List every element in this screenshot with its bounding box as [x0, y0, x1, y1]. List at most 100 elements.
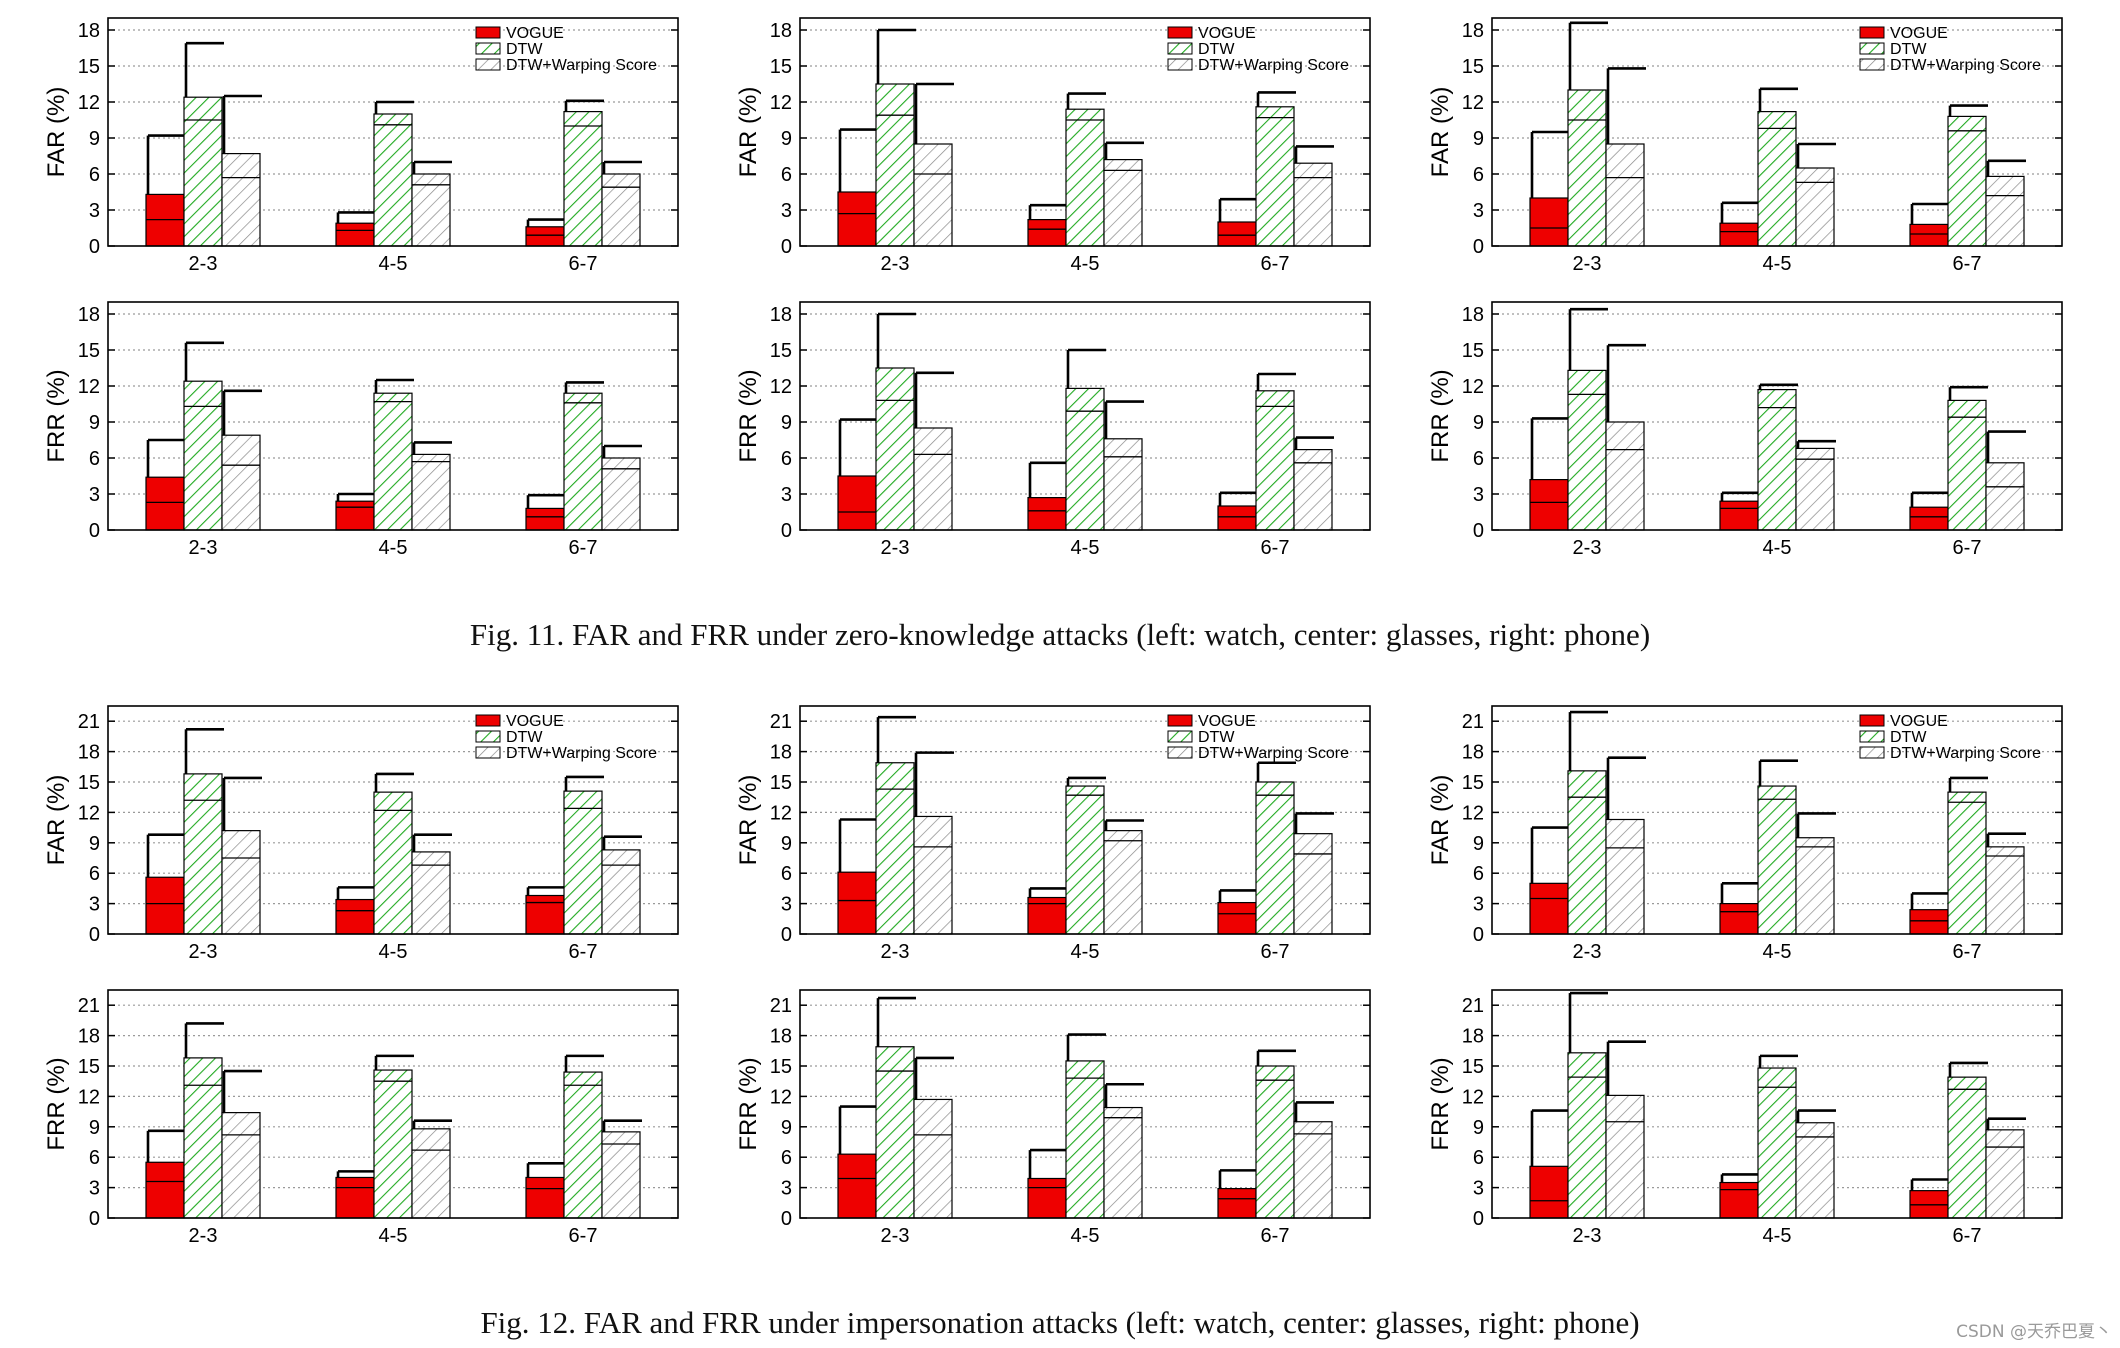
- y-tick-label: 0: [1473, 236, 1484, 258]
- bar-dtw_ws: [221, 1112, 261, 1219]
- legend-label-dtw: DTW: [1198, 41, 1235, 58]
- bar-dtw_ws: [411, 453, 451, 531]
- bar-dtw: [1255, 1065, 1295, 1219]
- watermark: CSDN @天乔巴夏丶: [1956, 1322, 2112, 1342]
- x-tick-label: 4-5: [379, 941, 408, 963]
- legend-swatch-dtw: [1859, 42, 1885, 55]
- y-tick-label: 9: [89, 128, 100, 150]
- legend-label-vogue: VOGUE: [506, 25, 564, 42]
- x-tick-label: 6-7: [1953, 941, 1982, 963]
- y-tick-label: 9: [89, 833, 100, 855]
- y-tick-label: 0: [89, 1208, 100, 1230]
- bar-dtw_ws: [1103, 438, 1143, 531]
- bar-dtw_ws: [1103, 159, 1143, 247]
- legend-swatch-dtw: [475, 42, 501, 55]
- y-tick-label: 18: [770, 1026, 792, 1048]
- legend-label-vogue: VOGUE: [1198, 25, 1256, 42]
- bar-dtw_ws: [1985, 462, 2025, 531]
- bar-vogue: [525, 507, 565, 531]
- legend-label-vogue: VOGUE: [1198, 713, 1256, 730]
- bar-dtw_ws: [913, 815, 953, 935]
- x-tick-label: 2-3: [1573, 941, 1602, 963]
- y-axis-label: FAR (%): [43, 775, 70, 866]
- plot-frame: [107, 301, 679, 531]
- bar-dtw: [1255, 781, 1295, 935]
- y-tick-label: 9: [89, 1117, 100, 1139]
- x-tick-label: 2-3: [1573, 537, 1602, 559]
- y-tick-label: 15: [770, 340, 792, 362]
- bar-vogue: [1909, 909, 1949, 935]
- bar-vogue: [1027, 219, 1067, 247]
- bar-dtw: [1947, 791, 1987, 935]
- y-tick-label: 6: [781, 863, 792, 885]
- bar-dtw_ws: [913, 427, 953, 531]
- y-tick-label: 0: [89, 520, 100, 542]
- bar-dtw: [1065, 785, 1105, 935]
- y-tick-label: 3: [1473, 894, 1484, 916]
- bar-vogue: [525, 1176, 565, 1219]
- legend-label-vogue: VOGUE: [1890, 713, 1948, 730]
- y-tick-label: 12: [770, 376, 792, 398]
- x-tick-label: 2-3: [189, 1225, 218, 1247]
- bar-dtw: [183, 1057, 223, 1219]
- legend-swatch-dtw_ws: [1167, 58, 1193, 71]
- y-axis-label: FRR (%): [735, 369, 762, 462]
- x-tick-label: 2-3: [881, 253, 910, 275]
- x-tick-label: 4-5: [1763, 941, 1792, 963]
- plot-frame: [1491, 705, 2063, 935]
- bar-vogue: [145, 476, 185, 531]
- bar-vogue: [1217, 901, 1257, 935]
- y-tick-label: 0: [1473, 520, 1484, 542]
- y-tick-label: 3: [89, 200, 100, 222]
- y-tick-label: 0: [781, 924, 792, 946]
- y-tick-label: 6: [89, 863, 100, 885]
- x-tick-label: 2-3: [881, 1225, 910, 1247]
- bar-dtw_ws: [601, 457, 641, 531]
- bar-dtw: [1947, 1076, 1987, 1219]
- x-tick-label: 4-5: [1763, 537, 1792, 559]
- x-tick-label: 6-7: [1261, 537, 1290, 559]
- bar-dtw_ws: [221, 434, 261, 531]
- bar-vogue: [1529, 1165, 1569, 1219]
- legend-swatch-vogue: [1859, 26, 1885, 39]
- y-axis-label: FRR (%): [43, 369, 70, 462]
- bar-dtw_ws: [1985, 1129, 2025, 1219]
- plot-frame: [1491, 989, 2063, 1219]
- y-tick-label: 0: [781, 236, 792, 258]
- y-tick-label: 15: [1462, 340, 1484, 362]
- plot-frame: [799, 17, 1371, 247]
- y-tick-label: 12: [78, 1086, 100, 1108]
- legend-label-dtw_ws: DTW+Warping Score: [1890, 57, 2041, 74]
- legend-label-dtw: DTW: [506, 729, 543, 746]
- y-tick-label: 12: [770, 802, 792, 824]
- y-tick-label: 12: [78, 92, 100, 114]
- y-tick-label: 12: [1462, 376, 1484, 398]
- y-tick-label: 21: [1462, 995, 1484, 1017]
- y-axis-label: FAR (%): [735, 87, 762, 178]
- y-tick-label: 12: [78, 376, 100, 398]
- bar-vogue: [145, 1161, 185, 1219]
- bar-vogue: [1529, 479, 1569, 531]
- y-tick-label: 3: [781, 200, 792, 222]
- y-tick-label: 6: [1473, 164, 1484, 186]
- bar-dtw: [1757, 785, 1797, 935]
- x-tick-label: 4-5: [1071, 253, 1100, 275]
- bar-dtw_ws: [601, 173, 641, 247]
- bar-dtw: [875, 762, 915, 935]
- legend-swatch-vogue: [475, 26, 501, 39]
- x-tick-label: 6-7: [569, 537, 598, 559]
- x-tick-label: 2-3: [1573, 1225, 1602, 1247]
- y-tick-label: 15: [770, 56, 792, 78]
- bar-dtw: [875, 83, 915, 247]
- bar-dtw: [563, 790, 603, 935]
- x-tick-label: 2-3: [189, 253, 218, 275]
- chart-panel-8: 0 3 6 9 12 15 18 21 FAR (%) 2-3 4-5 6-7 VOGUEDTWDTW+…: [735, 705, 1371, 963]
- bar-dtw: [373, 113, 413, 247]
- y-tick-label: 18: [1462, 304, 1484, 326]
- bar-dtw: [1065, 1060, 1105, 1219]
- x-tick-label: 6-7: [569, 253, 598, 275]
- bar-dtw: [563, 110, 603, 247]
- bar-dtw: [1255, 106, 1295, 247]
- bar-dtw_ws: [411, 173, 451, 247]
- y-tick-label: 18: [78, 742, 100, 764]
